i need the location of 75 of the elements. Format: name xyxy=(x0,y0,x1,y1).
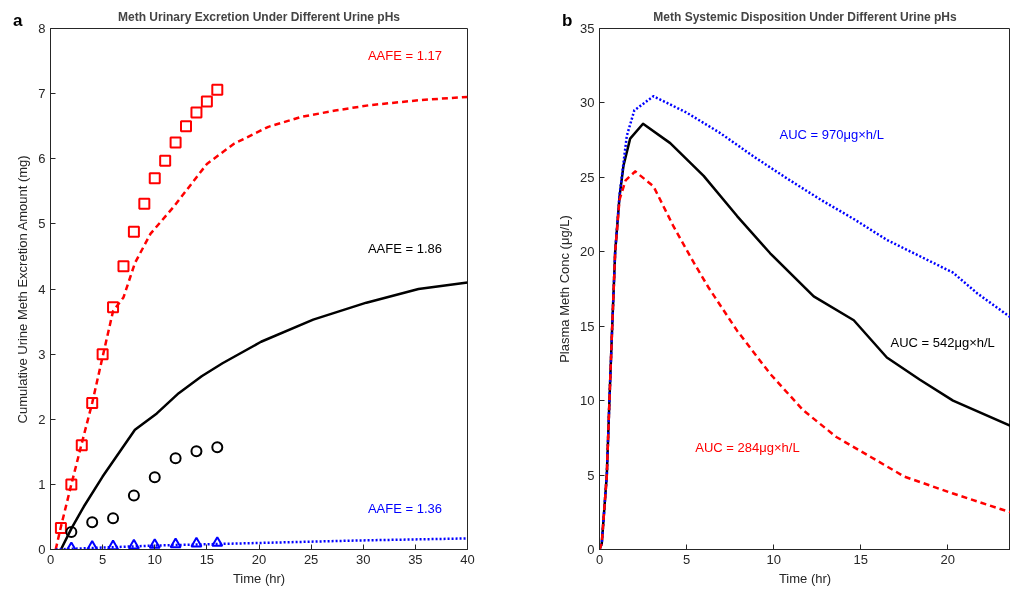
y-tick-label: 5 xyxy=(587,467,595,483)
text: b xyxy=(562,10,573,32)
y-tick-label: 10 xyxy=(580,393,595,409)
y-tick-label: 30 xyxy=(580,95,595,111)
point xyxy=(65,478,78,491)
x-tick-label: 10 xyxy=(147,551,162,567)
x-tick-label: 15 xyxy=(199,551,215,567)
point xyxy=(127,538,140,550)
chart-title: Meth Urinary Excretion Under Different Urine pHs xyxy=(117,9,401,24)
x-tick-label: 25 xyxy=(303,551,319,567)
point xyxy=(169,136,182,149)
point xyxy=(211,83,224,96)
y-tick-label: 20 xyxy=(580,244,595,260)
point xyxy=(200,95,213,108)
x-tick-label: 10 xyxy=(766,551,781,567)
point xyxy=(180,120,193,133)
text: AAFE = 1.86 xyxy=(367,240,442,256)
point xyxy=(138,197,151,210)
point xyxy=(159,154,172,167)
point xyxy=(86,540,99,550)
y-tick-label: 7 xyxy=(38,86,46,102)
point xyxy=(127,225,140,238)
text: AUC = 970μg×h/L xyxy=(779,126,884,142)
x-axis-title: Time (hr) xyxy=(232,570,286,586)
point xyxy=(86,396,99,409)
y-tick-label: 35 xyxy=(580,21,595,36)
y-tick-label: 8 xyxy=(38,21,46,36)
line-series xyxy=(54,95,468,550)
series-label: AUC = 542μg×h/L xyxy=(890,335,995,351)
x-tick-label: 30 xyxy=(356,551,371,567)
series-label: AUC = 284μg×h/L xyxy=(695,439,800,455)
line-series xyxy=(54,537,468,550)
point xyxy=(117,260,130,273)
point xyxy=(211,441,224,454)
point xyxy=(169,452,182,465)
y-tick-label: 2 xyxy=(38,411,46,427)
y-tick-label: 15 xyxy=(580,318,595,334)
point xyxy=(65,525,78,538)
point xyxy=(96,348,109,361)
chart-title: Meth Systemic Disposition Under Different Urine pHs xyxy=(653,9,958,24)
y-axis-title: Cumulative Urine Meth Excretion Amount (mg) xyxy=(15,155,31,424)
point xyxy=(148,172,161,185)
x-tick-label: 5 xyxy=(99,551,107,567)
point xyxy=(148,538,161,549)
text: a xyxy=(13,10,23,32)
x-tick-label: 40 xyxy=(460,551,475,567)
y-tick-label: 5 xyxy=(38,216,46,232)
point xyxy=(148,471,161,484)
text: AAFE = 1.17 xyxy=(367,47,442,63)
x-tick-label: 20 xyxy=(940,551,956,567)
x-axis-title: Time (hr) xyxy=(778,570,832,586)
y-axis-title: Plasma Meth Conc (μg/L) xyxy=(557,215,573,363)
y-tick-label: 3 xyxy=(38,346,46,362)
point xyxy=(107,512,120,525)
y-tick-label: 1 xyxy=(38,476,46,492)
point xyxy=(211,536,224,547)
x-tick-label: 20 xyxy=(251,551,267,567)
point xyxy=(190,445,203,458)
point xyxy=(169,537,182,549)
point xyxy=(54,522,67,535)
series-label: AAFE = 1.36 xyxy=(367,500,442,516)
y-tick-label: 4 xyxy=(38,281,46,297)
point xyxy=(107,301,120,314)
point xyxy=(190,106,203,119)
point xyxy=(190,536,203,548)
point xyxy=(127,489,140,502)
y-tick-label: 6 xyxy=(38,151,46,167)
x-tick-label: 5 xyxy=(682,551,691,567)
y-tick-label: 25 xyxy=(580,169,595,185)
x-tick-label: 35 xyxy=(408,551,423,567)
point xyxy=(107,539,120,550)
line-series xyxy=(59,281,468,550)
x-tick-label: 15 xyxy=(853,551,868,567)
point xyxy=(75,439,88,452)
point xyxy=(86,516,99,529)
